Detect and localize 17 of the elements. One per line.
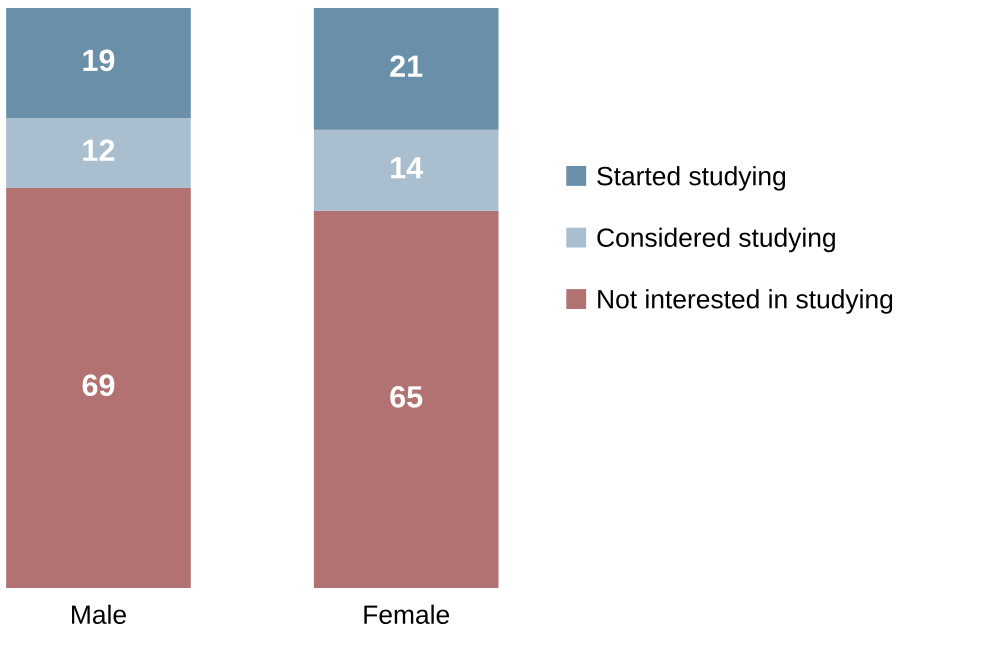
bar [6, 188, 191, 588]
legend-label: Started studying [597, 166, 786, 191]
legend-label: Considered studying [597, 228, 835, 252]
bar [6, 8, 191, 118]
x-tick-label: Female [364, 604, 450, 624]
data-label: 21 [390, 55, 422, 77]
bar [314, 210, 499, 588]
bar [314, 8, 499, 130]
bar [6, 118, 191, 188]
data-label: 14 [391, 157, 424, 178]
data-label: 12 [83, 139, 114, 161]
data-label: 69 [82, 374, 114, 396]
x-tick-label: Male [72, 604, 126, 624]
data-label: 65 [390, 386, 422, 408]
legend-label: Not interested in studying [598, 289, 892, 314]
data-label: 19 [83, 50, 114, 72]
bar [314, 130, 499, 211]
